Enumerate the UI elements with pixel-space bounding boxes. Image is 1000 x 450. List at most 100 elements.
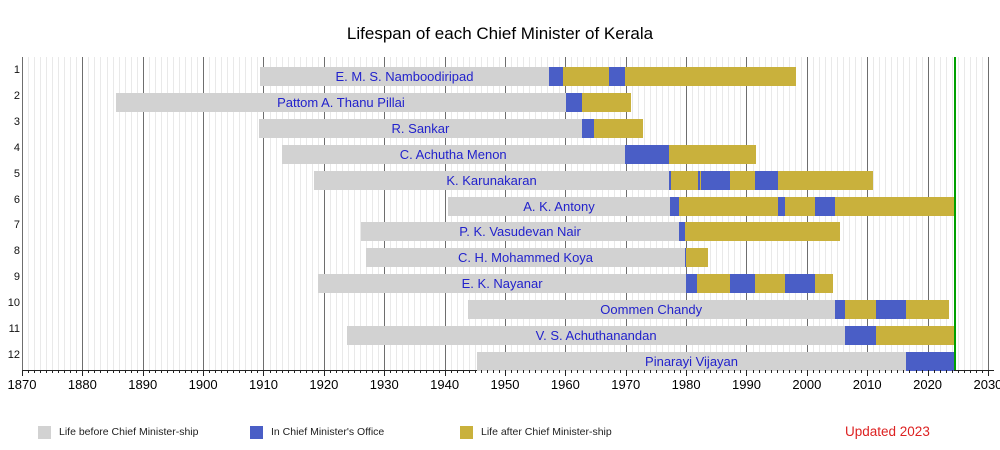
axis-tick: [372, 370, 374, 373]
year-gridline: [227, 57, 229, 370]
bar-segment-office: [729, 274, 756, 294]
updated-note: Updated 2023: [845, 424, 930, 439]
year-gridline: [969, 57, 971, 370]
axis-tick: [722, 370, 724, 373]
axis-tick: [426, 370, 428, 373]
year-gridline: [215, 57, 217, 370]
axis-tick: [589, 370, 591, 373]
axis-tick: [927, 370, 929, 376]
axis-tick: [191, 370, 193, 373]
year-gridline: [94, 57, 96, 370]
axis-tick: [263, 370, 265, 376]
bar-segment-after: [562, 67, 609, 86]
axis-tick: [595, 370, 597, 373]
axis-tick: [215, 370, 217, 373]
axis-tick: [806, 370, 808, 376]
axis-tick: [323, 370, 325, 376]
axis-tick: [939, 370, 941, 373]
axis-tick: [480, 370, 482, 373]
bar-segment-office: [624, 144, 670, 164]
bar-segment-office: [700, 170, 730, 190]
axis-tick: [511, 370, 513, 373]
bar-segment-after: [875, 326, 954, 345]
year-gridline: [130, 57, 132, 370]
axis-tick: [667, 370, 669, 373]
cm-name-label: E. K. Nayanar: [461, 276, 543, 292]
axis-tick: [402, 370, 404, 373]
year-gridline: [305, 57, 307, 370]
year-gridline: [154, 57, 156, 370]
axis-tick: [384, 370, 386, 376]
axis-tick: [148, 370, 150, 373]
axis-tick: [770, 370, 772, 373]
axis-tick: [287, 370, 289, 373]
cm-name-label: C. Achutha Menon: [399, 146, 507, 162]
x-tick-label: 1930: [369, 377, 399, 392]
year-gridline: [963, 57, 965, 370]
axis-tick: [414, 370, 416, 373]
year-gridline: [269, 57, 271, 370]
axis-tick: [233, 370, 235, 373]
axis-tick: [843, 370, 845, 373]
year-gridline: [341, 57, 343, 370]
axis-tick: [76, 370, 78, 373]
axis-tick: [535, 370, 537, 373]
bar-segment-office: [815, 196, 835, 216]
axis-tick: [529, 370, 531, 373]
axis-tick: [293, 370, 295, 373]
axis-tick: [565, 370, 567, 376]
year-gridline: [408, 57, 410, 370]
axis-tick: [22, 370, 23, 376]
year-gridline: [317, 57, 319, 370]
bar-segment-after: [755, 274, 786, 294]
year-gridline: [378, 57, 380, 370]
year-gridline: [354, 57, 356, 370]
axis-tick: [420, 370, 422, 373]
page-title: Lifespan of each Chief Minister of Keral…: [346, 24, 654, 43]
axis-tick: [124, 370, 126, 373]
bar-segment-after: [686, 248, 709, 268]
year-gridline: [148, 57, 150, 370]
axis-tick: [444, 370, 446, 376]
x-tick-label: 1960: [550, 377, 580, 392]
axis-tick: [408, 370, 410, 373]
bar-segment-office: [608, 67, 625, 86]
bar-segment-office: [697, 170, 700, 190]
axis-tick: [686, 370, 688, 376]
axis-tick: [734, 370, 736, 373]
axis-tick: [299, 370, 301, 373]
bar-segment-after: [834, 196, 954, 216]
bar-segment-office: [678, 222, 685, 242]
axis-tick: [987, 370, 989, 376]
cm-name-label: V. S. Achuthanandan: [535, 328, 657, 343]
axis-tick: [251, 370, 253, 373]
axis-tick: [879, 370, 881, 373]
x-tick-label: 1890: [128, 377, 158, 392]
bar-segment-before: [259, 67, 550, 86]
year-gridline: [233, 57, 235, 370]
year-gridline: [172, 57, 174, 370]
legend-swatch-before-icon: [38, 426, 51, 439]
axis-tick: [704, 370, 706, 373]
axis-tick: [136, 370, 138, 373]
bar-segment-after: [678, 196, 778, 216]
axis-tick: [746, 370, 748, 376]
axis-tick: [456, 370, 458, 373]
bar-segment-after: [696, 274, 730, 294]
axis-tick: [885, 370, 887, 373]
decade-gridline: [82, 57, 84, 370]
year-gridline: [100, 57, 102, 370]
bar-segment-after: [684, 222, 841, 242]
axis-tick: [106, 370, 108, 373]
year-gridline: [426, 57, 428, 370]
axis-tick: [583, 370, 585, 373]
axis-tick: [88, 370, 90, 373]
decade-gridline: [987, 57, 989, 370]
x-tick-label: 1950: [490, 377, 520, 392]
axis-tick: [269, 370, 271, 373]
year-gridline: [118, 57, 120, 370]
bar-segment-after: [581, 92, 631, 112]
bar-segment-office: [755, 170, 778, 190]
row-index-label: 3: [13, 115, 20, 128]
bar-segment-before: [448, 196, 670, 216]
